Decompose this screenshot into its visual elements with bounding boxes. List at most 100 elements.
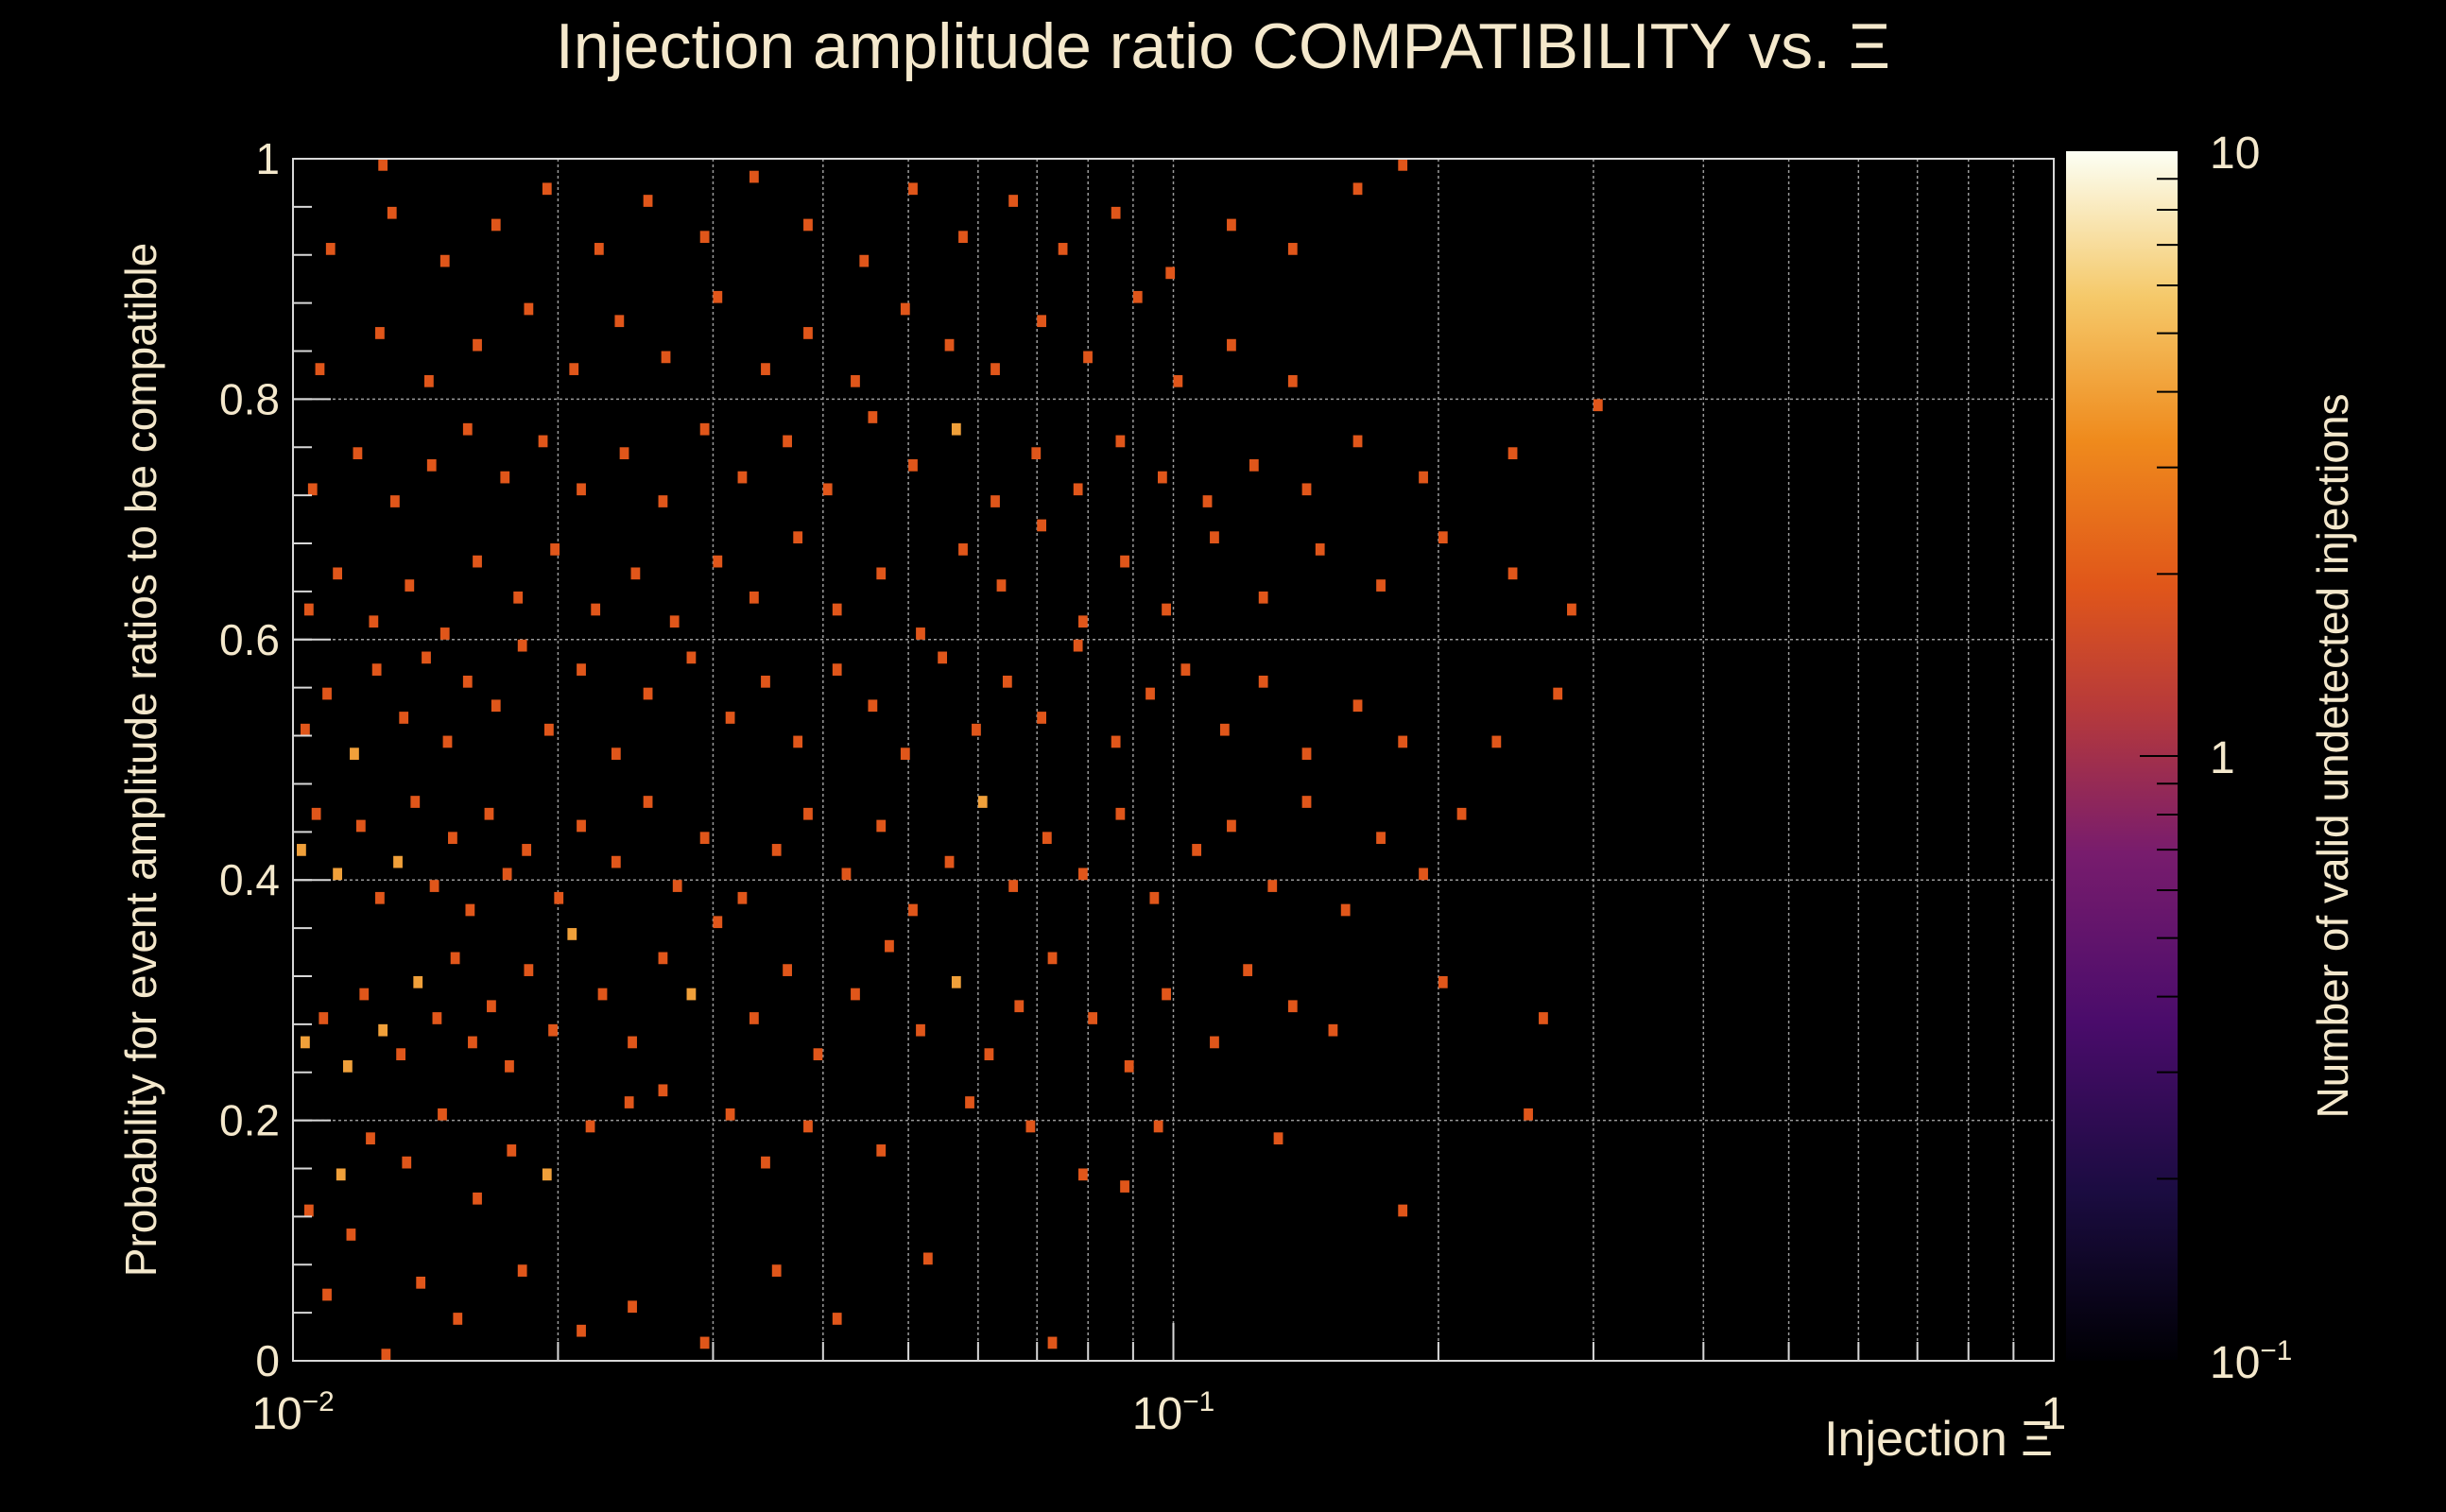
colorbar-tick-label: 10: [2210, 129, 2260, 179]
heatmap-cell: [413, 975, 423, 988]
heatmap-cell: [1145, 687, 1155, 700]
heatmap-cell: [761, 363, 770, 375]
heatmap-cell: [524, 964, 534, 976]
heatmap-cell: [1419, 471, 1428, 484]
heatmap-cell: [1419, 868, 1428, 881]
heatmap-cell: [487, 1000, 496, 1013]
heatmap-cell: [473, 1192, 482, 1205]
heatmap-cell: [465, 903, 475, 917]
heatmap-cell: [393, 855, 403, 868]
heatmap-cell: [426, 459, 437, 472]
heatmap-cell: [944, 338, 955, 352]
heatmap-cell: [990, 363, 1000, 375]
colorbar-tick-label-base: 10: [2210, 1338, 2260, 1388]
heatmap-cell: [1352, 182, 1363, 196]
heatmap-cell: [1124, 1060, 1134, 1073]
heatmap-cell: [658, 1084, 668, 1097]
heatmap-cell: [410, 796, 421, 808]
x-tick-label-base: 1: [2041, 1389, 2067, 1439]
colorbar-tick-label: 10−1: [2210, 1335, 2292, 1388]
y-tick-label: 0.6: [219, 615, 280, 664]
heatmap-cell: [832, 663, 842, 676]
heatmap-cell: [1524, 1108, 1533, 1121]
heatmap-cell: [473, 555, 482, 568]
heatmap-cell: [484, 807, 494, 820]
heatmap-cell: [958, 231, 968, 244]
heatmap-cell: [517, 1264, 527, 1277]
heatmap-cell: [908, 903, 918, 917]
heatmap-cell: [597, 988, 608, 1001]
heatmap-cell: [366, 1132, 375, 1145]
heatmap-cell: [1227, 338, 1236, 352]
heatmap-cell: [453, 1313, 463, 1325]
heatmap-cell: [1287, 374, 1298, 387]
heatmap-cell: [1456, 807, 1467, 820]
heatmap-cell: [1008, 195, 1019, 207]
heatmap-cell: [832, 603, 842, 616]
heatmap-cell: [916, 627, 925, 640]
heatmap-cell: [333, 567, 342, 580]
heatmap-cells: [297, 159, 1603, 1361]
heatmap-cell: [301, 723, 310, 736]
heatmap-cell: [783, 964, 792, 976]
heatmap-cell: [462, 422, 473, 436]
heatmap-cell: [1267, 880, 1278, 892]
heatmap-cell: [1352, 435, 1363, 448]
heatmap-cell: [1227, 819, 1236, 833]
heatmap-cell: [439, 254, 450, 267]
heatmap-cell: [628, 1036, 637, 1049]
heatmap-cell: [699, 422, 710, 436]
heatmap-cell: [977, 796, 988, 808]
colorbar-tick-label-exponent: −1: [2260, 1335, 2292, 1366]
heatmap-cell: [543, 723, 554, 736]
heatmap-cell: [1083, 351, 1093, 364]
heatmap-cell: [585, 1120, 595, 1133]
heatmap-cell: [567, 928, 577, 940]
heatmap-cell: [416, 1276, 426, 1289]
heatmap-cell: [438, 1108, 447, 1121]
heatmap-cell: [813, 1048, 823, 1060]
heatmap-cell: [669, 615, 680, 628]
heatmap-cell: [771, 844, 782, 856]
heatmap-cell: [491, 699, 501, 713]
heatmap-cell: [793, 735, 803, 748]
heatmap-cell: [803, 807, 813, 820]
heatmap-cell: [423, 374, 434, 387]
heatmap-cell: [1111, 206, 1121, 219]
heatmap-cell: [1593, 399, 1603, 412]
heatmap-cell: [686, 988, 697, 1001]
heatmap-cell: [783, 435, 792, 448]
heatmap-cell: [378, 159, 388, 171]
heatmap-cell: [643, 195, 653, 207]
heatmap-cell: [569, 363, 579, 375]
heatmap-cell: [439, 627, 450, 640]
heatmap-cell: [513, 591, 524, 604]
heatmap-cell: [996, 579, 1007, 592]
heatmap-cell: [1180, 663, 1191, 676]
heatmap-cell: [737, 891, 748, 904]
heatmap-cell: [661, 351, 671, 364]
heatmap-cell: [577, 1324, 586, 1337]
heatmap-cell: [1273, 1132, 1283, 1145]
heatmap-cell: [908, 182, 918, 196]
heatmap-cell: [1219, 723, 1230, 736]
heatmap-cell: [1153, 1120, 1163, 1133]
heatmap-cell: [1301, 747, 1312, 760]
heatmap-cell: [1301, 796, 1312, 808]
x-tick-label: 1: [2041, 1389, 2067, 1439]
x-tick-label: 10−2: [251, 1386, 334, 1439]
heatmap-cell: [624, 1096, 634, 1108]
heatmap-cell: [868, 699, 878, 713]
heatmap-cell: [1073, 639, 1083, 652]
heatmap-cell: [1088, 1012, 1098, 1024]
heatmap-cell: [951, 422, 961, 436]
heatmap-cell: [803, 327, 813, 339]
heatmap-cell: [432, 1012, 442, 1024]
heatmap-cell: [577, 483, 586, 496]
heatmap-cell: [1031, 447, 1042, 459]
heatmap-cell: [1073, 483, 1083, 496]
y-axis-label: Probability for event amplitude ratios t…: [116, 243, 165, 1277]
heatmap-cell: [1553, 687, 1563, 700]
heatmap-cell: [333, 868, 342, 881]
